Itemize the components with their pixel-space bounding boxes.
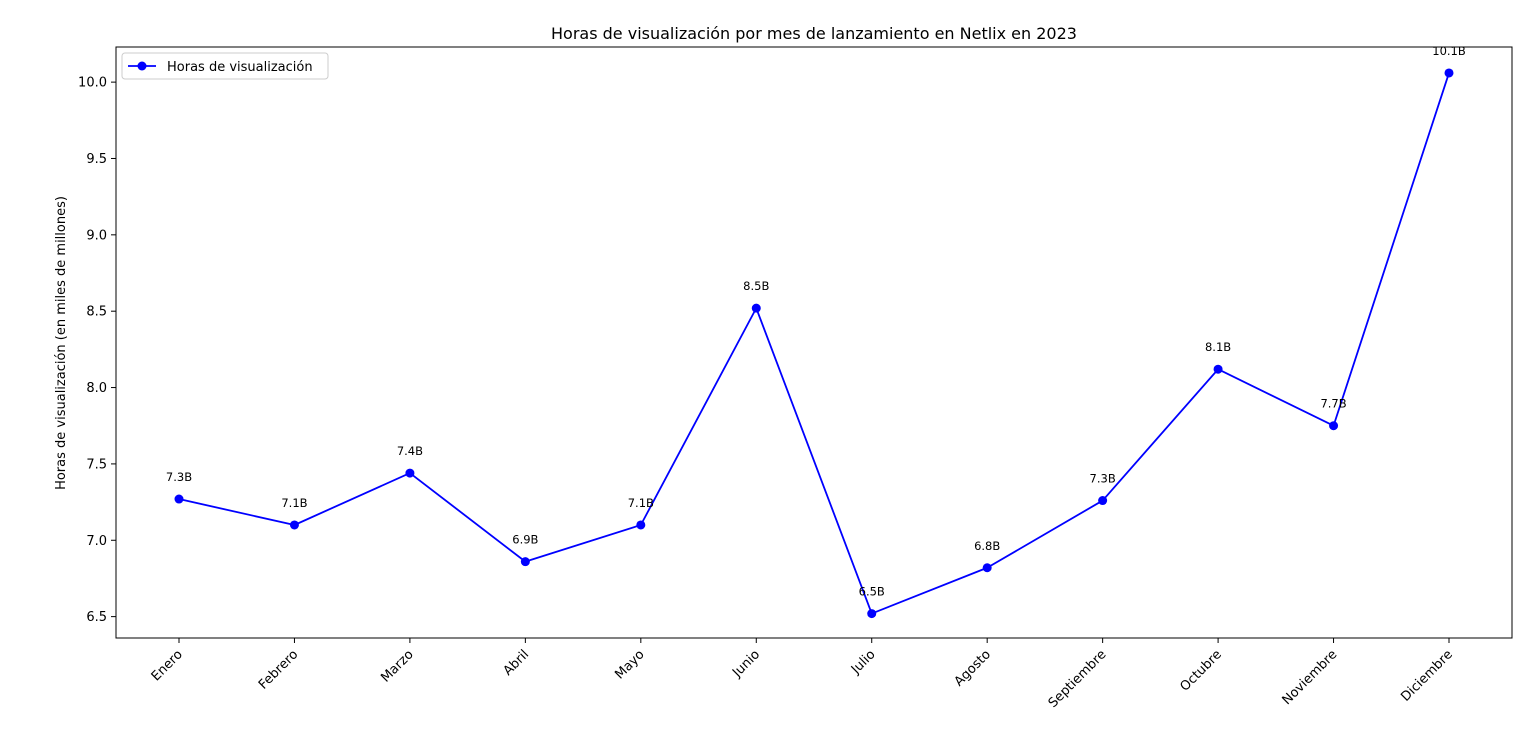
data-label: 7.1B: [281, 496, 307, 510]
y-tick-label: 6.5: [86, 610, 107, 625]
x-tick-label: Julio: [848, 647, 879, 678]
y-tick-label: 8.5: [86, 305, 107, 320]
data-point: [1329, 421, 1339, 431]
data-label: 6.5B: [859, 585, 885, 599]
data-point: [405, 468, 415, 478]
x-tick-label: Marzo: [378, 647, 416, 685]
data-point: [1213, 364, 1223, 374]
data-point: [751, 303, 761, 313]
y-tick-label: 7.5: [86, 457, 107, 472]
data-point: [520, 557, 530, 567]
x-tick-label: Enero: [149, 647, 186, 684]
x-tick-label: Noviembre: [1280, 647, 1341, 708]
plot-area: 6.5 7.0 7.5 8.0 8.5 9.0 9.5 10.0 Enero Febrero Mar…: [78, 44, 1466, 711]
y-tick-label: 9.5: [86, 152, 107, 167]
series-line: [178, 72, 1450, 615]
legend: Horas de visualización: [121, 52, 329, 80]
data-label: 7.7B: [1320, 397, 1346, 411]
data-label: 8.1B: [1205, 340, 1231, 354]
data-label: 7.3B: [1090, 472, 1116, 486]
x-tick-label: Octubre: [1178, 647, 1225, 694]
data-label: 6.8B: [974, 539, 1000, 553]
data-point: [636, 520, 646, 530]
x-tick-label: Agosto: [952, 647, 994, 689]
legend-marker-swatch: [137, 61, 147, 71]
y-tick-label: 10.0: [78, 76, 107, 91]
y-tick-label: 8.0: [86, 381, 107, 396]
data-label: 8.5B: [743, 279, 769, 293]
data-label: 7.1B: [628, 496, 654, 510]
data-label: 7.3B: [166, 470, 192, 484]
x-tick-label: Febrero: [256, 647, 301, 692]
y-tick-label: 7.0: [86, 534, 107, 549]
x-tick-label: Diciembre: [1398, 647, 1456, 705]
x-tick-label: Septiembre: [1046, 647, 1110, 711]
data-point: [982, 563, 992, 573]
data-point: [1098, 496, 1108, 506]
data-label: 6.9B: [512, 533, 538, 547]
x-tick-label: Abril: [501, 647, 533, 679]
x-tick-label: Mayo: [612, 647, 647, 682]
x-tick-label: Junio: [729, 647, 763, 681]
data-point: [289, 520, 299, 530]
legend-box: [121, 52, 329, 80]
data-label: 10.1B: [1432, 44, 1466, 58]
y-axis-label: Horas de visualización (en miles de mill…: [54, 196, 69, 490]
data-point: [867, 609, 877, 619]
data-label: 7.4B: [397, 444, 423, 458]
plot-frame: [115, 46, 1513, 639]
data-point: [174, 494, 184, 504]
y-tick-label: 9.0: [86, 228, 107, 243]
legend-entry-label: Horas de visualización: [167, 60, 313, 75]
data-point: [1444, 68, 1454, 78]
chart-title: Horas de visualización por mes de lanzam…: [551, 24, 1077, 43]
